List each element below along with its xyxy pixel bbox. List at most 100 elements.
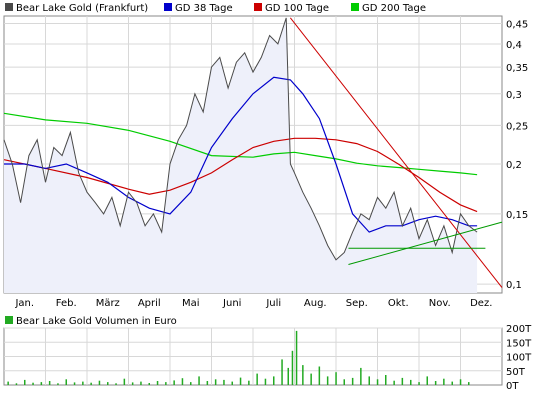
volume-bar — [239, 377, 242, 385]
x-tick-label: Juni — [222, 298, 241, 309]
volume-bar — [198, 376, 200, 385]
volume-bar — [32, 382, 34, 385]
volume-bar — [360, 367, 362, 385]
volume-bar — [7, 381, 9, 385]
volume-bar — [343, 379, 345, 385]
volume-bar — [40, 382, 43, 385]
legend-label-gd100: GD 100 Tage — [265, 3, 329, 14]
volume-legend-swatch — [5, 316, 13, 324]
volume-bar — [393, 380, 395, 385]
volume-legend-label: Bear Lake Gold Volumen in Euro — [16, 316, 177, 327]
volume-bar — [256, 373, 258, 385]
price-y-tick-label: 0,45 — [506, 20, 528, 31]
x-tick-label: Feb. — [56, 298, 77, 309]
volume-bar — [57, 383, 59, 385]
gd200-line — [3, 112, 478, 176]
volume-bar — [318, 366, 321, 385]
legend-label-gd200: GD 200 Tage — [362, 3, 426, 14]
volume-bars — [7, 330, 470, 385]
x-tick-label: Sep. — [346, 298, 368, 309]
price-gridlines — [4, 16, 502, 293]
x-tick-label: März — [96, 298, 120, 309]
x-tick-label: April — [138, 298, 161, 309]
volume-bar — [140, 381, 142, 385]
volume-bar — [368, 376, 370, 385]
price-y-tick-label: 0,3 — [506, 90, 522, 101]
x-tick-label: Dez. — [470, 298, 492, 309]
volume-y-tick-label: 150T — [506, 338, 532, 349]
volume-bar — [82, 381, 84, 385]
volume-bar — [459, 379, 462, 385]
volume-bar — [287, 367, 289, 385]
volume-bar — [351, 377, 354, 385]
volume-y-tick-label: 50T — [506, 367, 526, 378]
volume-y-tick-label: 200T — [506, 324, 532, 335]
x-tick-labels: Jan. Feb. März April Mai Juni Juli Aug. Sep. Okt.… — [14, 298, 492, 309]
volume-bar — [418, 382, 420, 385]
legend-swatch-price — [5, 3, 13, 11]
volume-bar — [115, 383, 117, 385]
x-tick-label: Juli — [265, 298, 281, 309]
legend-swatch-gd38 — [164, 3, 172, 11]
volume-bar — [206, 381, 209, 385]
price-y-tick-label: 0,1 — [506, 280, 522, 291]
volume-bar — [401, 377, 404, 385]
volume-gridlines — [4, 327, 502, 385]
volume-y-tick-labels: 0T 50T 100T 150T 200T — [506, 324, 532, 392]
trend-lines — [289, 17, 503, 288]
trend-line — [348, 221, 503, 265]
volume-bar — [156, 381, 159, 385]
volume-bar — [248, 380, 250, 385]
volume-bar — [131, 382, 134, 385]
volume-bar — [335, 372, 337, 385]
volume-bar — [223, 379, 225, 385]
volume-bar — [214, 379, 217, 385]
volume-bar — [165, 382, 167, 385]
volume-bar — [281, 359, 283, 385]
volume-bar — [326, 376, 329, 385]
volume-bar — [443, 378, 445, 385]
volume-bar — [264, 378, 267, 385]
volume-bar — [65, 379, 67, 385]
x-tick-label: Aug. — [304, 298, 327, 309]
volume-bar — [123, 378, 126, 385]
price-line — [3, 17, 478, 261]
volume-bar — [410, 379, 412, 385]
volume-bar — [190, 382, 192, 385]
volume-bar — [24, 379, 26, 385]
legend-swatch-gd200 — [351, 3, 359, 11]
x-tick-label: Okt. — [388, 298, 409, 309]
volume-bar — [173, 380, 175, 385]
price-y-tick-label: 0,15 — [506, 210, 528, 221]
volume-bar — [434, 381, 437, 385]
legend-label-gd38: GD 38 Tage — [175, 3, 233, 14]
volume-bar — [107, 382, 109, 385]
volume-bar — [376, 379, 379, 385]
volume-bar — [15, 383, 18, 385]
volume-bar — [291, 350, 294, 385]
price-legend: Bear Lake Gold (Frankfurt) GD 38 Tage GD… — [5, 3, 426, 14]
legend-swatch-gd100 — [254, 3, 262, 11]
volume-bar — [468, 382, 470, 385]
volume-bar — [426, 376, 428, 385]
price-y-tick-label: 0,4 — [506, 40, 522, 51]
price-y-tick-labels: 0,1 0,15 0,2 0,25 0,3 0,35 0,4 0,45 — [506, 20, 528, 292]
price-y-tick-label: 0,35 — [506, 63, 528, 74]
volume-bar — [98, 380, 101, 385]
volume-y-tick-label: 100T — [506, 353, 532, 364]
volume-bar — [302, 365, 304, 385]
volume-bar — [451, 381, 453, 385]
volume-y-tick-label: 0T — [506, 381, 519, 392]
volume-bar — [273, 376, 275, 385]
volume-bar — [48, 381, 51, 385]
trend-line — [289, 17, 503, 288]
price-series-lines — [3, 17, 478, 261]
volume-bar — [295, 330, 298, 385]
volume-bar — [73, 382, 76, 385]
x-tick-label: Nov. — [429, 298, 451, 309]
gd38-line — [4, 76, 478, 233]
volume-bar — [231, 381, 233, 385]
x-tick-label: Jan. — [14, 298, 34, 309]
price-y-tick-label: 0,25 — [506, 121, 528, 132]
